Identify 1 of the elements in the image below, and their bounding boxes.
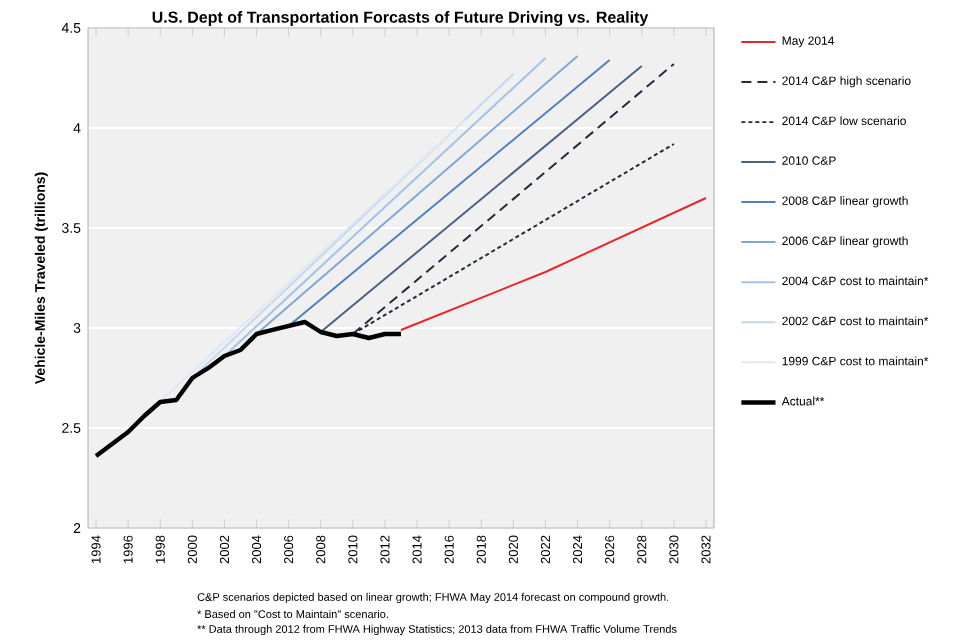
chart-title: U.S. Dept of Transportation Forcasts of Future Driving vs. Reality [152, 11, 649, 27]
